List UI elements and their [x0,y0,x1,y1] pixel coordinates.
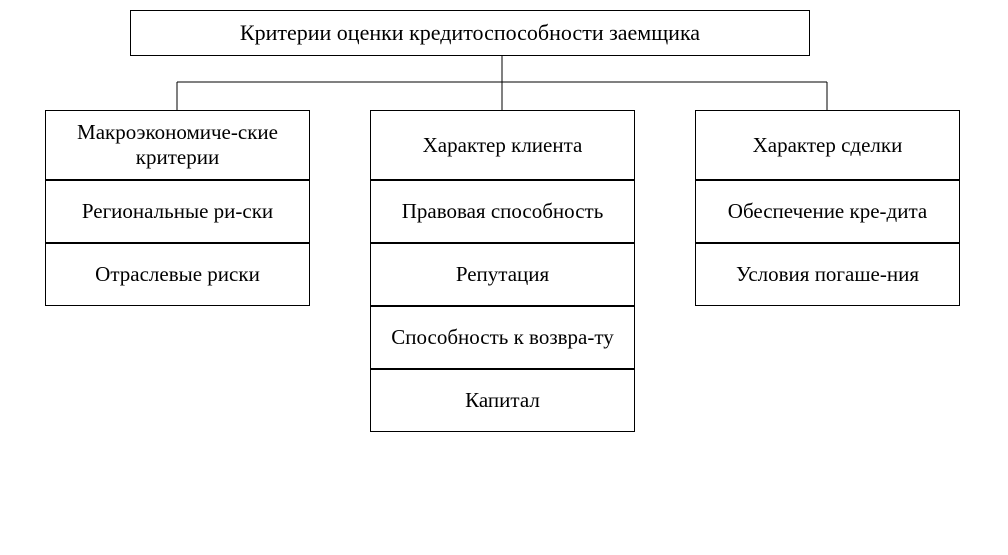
col0-header-text: Макроэкономиче-ские критерии [54,120,301,170]
col0-header: Макроэкономиче-ские критерии [45,110,310,180]
title-box: Критерии оценки кредитоспособности заемщ… [130,10,810,56]
col0-item1-text: Отраслевые риски [95,262,260,287]
col1-item0: Правовая способность [370,180,635,243]
col2-item1-text: Условия погаше-ния [736,262,919,287]
col2-header: Характер сделки [695,110,960,180]
title-text: Критерии оценки кредитоспособности заемщ… [240,20,700,46]
col1-header-text: Характер клиента [423,133,583,158]
col0-item0-text: Региональные ри-ски [82,199,273,224]
col2-header-text: Характер сделки [753,133,903,158]
col1-item1: Репутация [370,243,635,306]
col1-item3-text: Капитал [465,388,540,413]
col1-item3: Капитал [370,369,635,432]
col2-item0-text: Обеспечение кре-дита [728,199,927,224]
col1-header: Характер клиента [370,110,635,180]
col1-item2-text: Способность к возвра-ту [391,325,614,350]
col1-item0-text: Правовая способность [402,199,604,224]
col0-item1: Отраслевые риски [45,243,310,306]
col0-item0: Региональные ри-ски [45,180,310,243]
col1-item2: Способность к возвра-ту [370,306,635,369]
col2-item1: Условия погаше-ния [695,243,960,306]
col2-item0: Обеспечение кре-дита [695,180,960,243]
col1-item1-text: Репутация [456,262,549,287]
